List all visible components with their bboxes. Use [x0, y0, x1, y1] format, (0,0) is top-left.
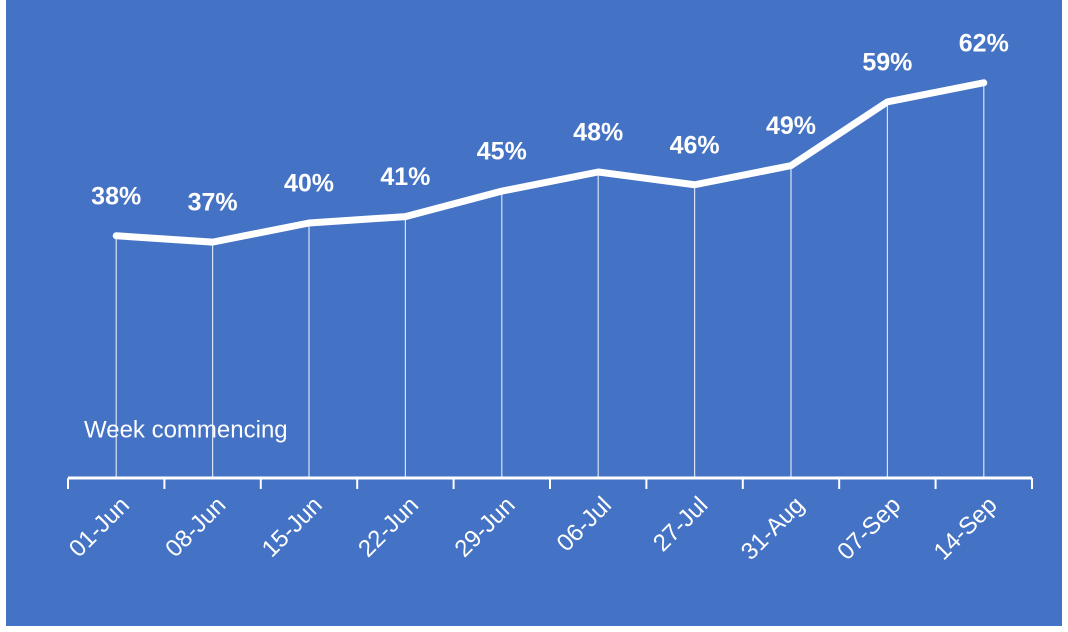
data-label: 41% [380, 163, 430, 191]
data-label: 48% [573, 119, 623, 147]
data-label: 46% [670, 131, 720, 159]
data-label: 59% [862, 48, 912, 76]
data-label: 40% [284, 170, 334, 198]
data-label: 38% [91, 182, 141, 210]
data-label: 37% [188, 189, 238, 217]
data-label: 45% [477, 138, 527, 166]
chart-background [6, 0, 1062, 626]
data-label: 62% [959, 29, 1009, 57]
x-axis-title: Week commencing [84, 416, 288, 443]
data-line [112, 79, 988, 246]
data-label: 49% [766, 112, 816, 140]
